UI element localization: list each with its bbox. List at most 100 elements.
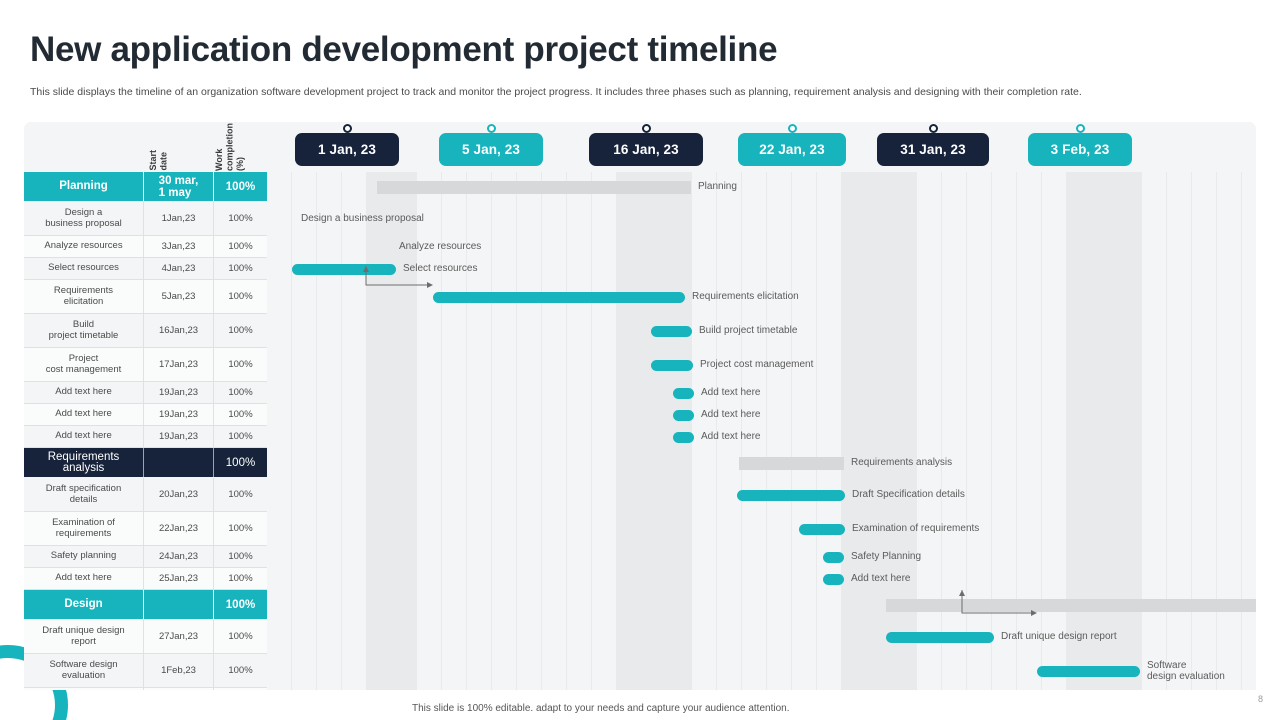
gantt-grid-column (567, 172, 592, 690)
cell-work-completion: 100% (228, 263, 253, 274)
gantt-bar-label: Safety Planning (851, 551, 922, 563)
gantt-grid-column (692, 172, 717, 690)
cell-start-date: 30 mar, 1 may (144, 172, 214, 201)
cell-task-name: Build project timetable (24, 314, 144, 347)
gantt-summary-bar[interactable] (886, 599, 1256, 612)
gantt-bar-label: Examination of requirements (852, 523, 980, 535)
cell-work-completion: 100% (228, 431, 253, 442)
cell-start-date: 19Jan,23 (144, 404, 214, 425)
table-row: Project cost management 17Jan,23 100% (24, 348, 267, 382)
cell-task-name: Software design evaluation (24, 654, 144, 687)
gantt-bar-label: Add text here (701, 409, 761, 421)
gantt-grid-column (717, 172, 742, 690)
milestone-badge[interactable]: 1 Jan, 23 (295, 133, 399, 166)
gantt-grid-column (617, 172, 642, 690)
cell-task-name: Draft unique design report (24, 620, 144, 653)
cell-task-name: Analyze resources (24, 236, 144, 257)
cell-start-date: 17Jan,23 (144, 348, 214, 381)
gantt-bar-label: Requirements elicitation (692, 291, 799, 303)
gantt-grid-column (342, 172, 367, 690)
cell-task-name: Safety planning (24, 546, 144, 567)
gantt-grid-column (667, 172, 692, 690)
cell-work-completion: 100% (228, 359, 253, 370)
gantt-task-bar[interactable] (1037, 665, 1140, 677)
gantt-grid-column (942, 172, 967, 690)
gantt-board: Start date Work completion (%) Planning 30 m… (24, 122, 1256, 690)
gantt-grid-column (992, 172, 1017, 690)
gantt-task-bar[interactable] (823, 551, 844, 563)
gantt-task-bar[interactable] (673, 387, 694, 399)
gantt-grid-column (1167, 172, 1192, 690)
cell-task-name: Technicalrequirements (24, 688, 144, 690)
gantt-task-bar[interactable] (673, 431, 694, 443)
cell-start-date: 4Jan,23 (144, 258, 214, 279)
gantt-grid-column (867, 172, 892, 690)
table-row: Add text here 25Jan,23 100% (24, 568, 267, 590)
gantt-task-bar[interactable] (673, 409, 694, 421)
cell-start-date: 2Feb,23 (144, 688, 214, 690)
gantt-bar-label: Select resources (403, 263, 478, 275)
gantt-task-bar[interactable] (433, 291, 685, 303)
gantt-task-bar[interactable] (823, 573, 844, 585)
gantt-grid-column (967, 172, 992, 690)
gantt-grid-column (642, 172, 667, 690)
cell-task-name: Design a business proposal (24, 202, 144, 235)
milestone-marker-dot (1075, 124, 1085, 133)
cell-task-name: Requirements analysis (24, 448, 144, 477)
gantt-bar-label: Add text here (701, 387, 761, 399)
gantt-bar-label: Design a business proposal (301, 213, 424, 225)
gantt-bar-label: Build project timetable (699, 325, 798, 337)
gantt-grid-column (1192, 172, 1217, 690)
cell-task-name: Planning (24, 172, 144, 201)
column-header-work-completion: Work completion (%) (214, 122, 245, 171)
table-row: Draft unique design report 27Jan,23 100% (24, 620, 267, 654)
milestone-badge[interactable]: 22 Jan, 23 (738, 133, 846, 166)
gantt-grid-column (842, 172, 867, 690)
gantt-summary-bar[interactable] (377, 181, 691, 194)
gantt-grid-column (1242, 172, 1256, 690)
gantt-grid-column (267, 172, 292, 690)
milestone-badge[interactable]: 31 Jan, 23 (877, 133, 989, 166)
milestone-badge[interactable]: 5 Jan, 23 (439, 133, 543, 166)
gantt-grid-column (1142, 172, 1167, 690)
milestone-marker-dot (641, 124, 651, 133)
gantt-grid-column (367, 172, 392, 690)
cell-start-date: 3Jan,23 (144, 236, 214, 257)
gantt-task-bar[interactable] (799, 523, 845, 535)
gantt-grid-column (892, 172, 917, 690)
gantt-task-bar[interactable] (651, 359, 693, 371)
table-row: Examination of requirements 22Jan,23 100% (24, 512, 267, 546)
gantt-grid-column (542, 172, 567, 690)
gantt-summary-bar[interactable] (739, 457, 844, 470)
table-header-row: Start date Work completion (%) (24, 122, 267, 172)
gantt-task-bar[interactable] (292, 263, 396, 275)
cell-work-completion: 100% (228, 241, 253, 252)
page-number: 8 (1258, 694, 1264, 704)
gantt-task-bar[interactable] (737, 489, 845, 501)
milestone-badge[interactable]: 16 Jan, 23 (589, 133, 703, 166)
task-table: Start date Work completion (%) Planning 30 m… (24, 122, 267, 690)
table-row: Analyze resources 3Jan,23 100% (24, 236, 267, 258)
gantt-grid-column (1067, 172, 1092, 690)
gantt-grid-column (1117, 172, 1142, 690)
gantt-task-bar[interactable] (651, 325, 692, 337)
cell-start-date: 27Jan,23 (144, 620, 214, 653)
gantt-grid-column (1092, 172, 1117, 690)
table-phase-row: Requirements analysis 100% (24, 448, 267, 478)
gantt-grid-column (767, 172, 792, 690)
cell-task-name: Project cost management (24, 348, 144, 381)
cell-start-date: 20Jan,23 (144, 478, 214, 511)
cell-start-date: 22Jan,23 (144, 512, 214, 545)
cell-task-name: Examination of requirements (24, 512, 144, 545)
gantt-task-bar[interactable] (886, 631, 994, 643)
cell-work-completion: 100% (225, 598, 256, 611)
gantt-grid-column (1017, 172, 1042, 690)
cell-work-completion: 100% (225, 180, 256, 193)
gantt-bar-label: Add text here (701, 431, 761, 443)
gantt-bar-label: Add text here (851, 573, 911, 585)
cell-start-date (144, 448, 214, 477)
cell-work-completion: 100% (228, 523, 253, 534)
column-header-start-date: Start date (148, 150, 169, 171)
milestone-badge[interactable]: 3 Feb, 23 (1028, 133, 1132, 166)
